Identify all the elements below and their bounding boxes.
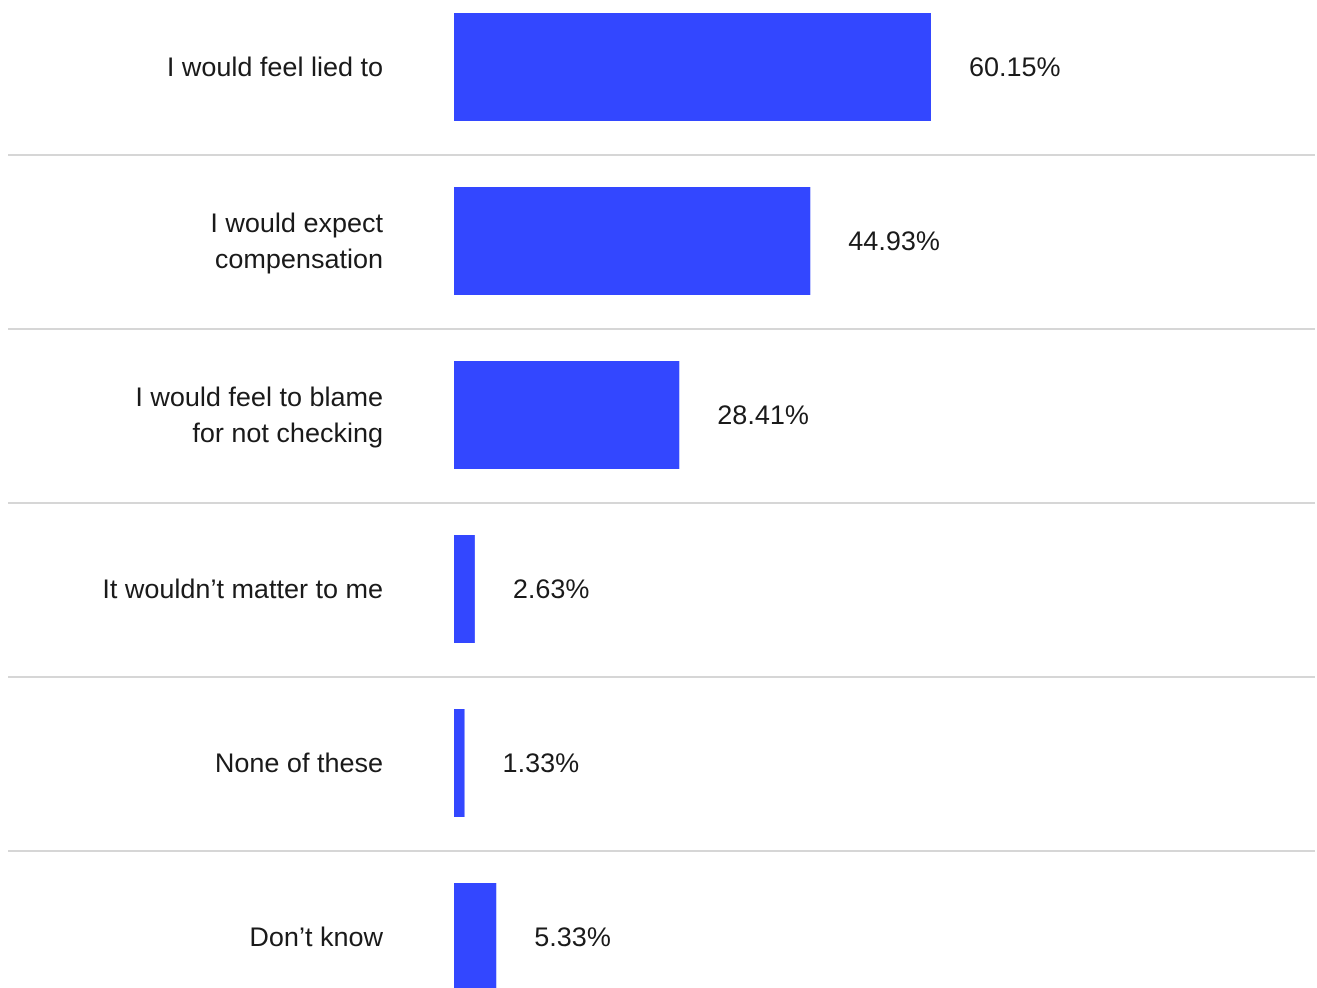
category-label-line: Don’t know	[249, 922, 383, 952]
bar-3	[454, 535, 475, 643]
category-label-line: I would feel to blame	[135, 382, 383, 412]
value-label-2: 28.41%	[717, 400, 809, 430]
category-label-line: for not checking	[192, 418, 383, 448]
value-label-0: 60.15%	[969, 52, 1061, 82]
row-dividers	[8, 154, 1315, 852]
bar-4	[454, 709, 465, 817]
category-labels: I would feel lied to I would expect compen…	[102, 52, 383, 952]
bars	[454, 13, 931, 988]
category-label-3: It wouldn’t matter to me	[102, 574, 383, 604]
value-label-5: 5.33%	[534, 922, 611, 952]
category-label-line: I would feel lied to	[167, 52, 383, 82]
value-label-1: 44.93%	[848, 226, 940, 256]
category-label-4: None of these	[215, 748, 383, 778]
bar-2	[454, 361, 680, 469]
value-labels: 60.15% 44.93% 28.41% 2.63% 1.33% 5.33%	[503, 52, 1061, 952]
category-label-line: It wouldn’t matter to me	[102, 574, 383, 604]
category-label-line: I would expect	[210, 208, 383, 238]
bar-5	[454, 883, 497, 988]
category-label-5: Don’t know	[249, 922, 383, 952]
bar-0	[454, 13, 931, 121]
category-label-2: I would feel to blame for not checking	[135, 382, 383, 448]
category-label-1: I would expect compensation	[210, 208, 383, 274]
value-label-4: 1.33%	[503, 748, 580, 778]
category-label-line: compensation	[215, 244, 383, 274]
category-label-0: I would feel lied to	[167, 52, 383, 82]
bar-1	[454, 187, 811, 295]
category-label-line: None of these	[215, 748, 383, 778]
value-label-3: 2.63%	[513, 574, 590, 604]
